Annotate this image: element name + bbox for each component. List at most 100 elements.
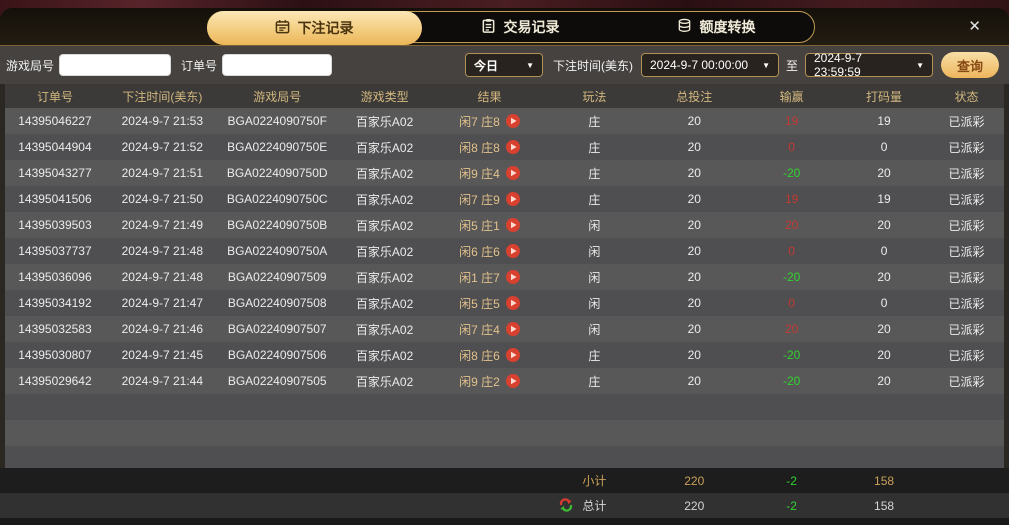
- play-type-cell: 闲: [588, 322, 601, 337]
- play-icon[interactable]: [505, 374, 520, 388]
- winloss-cell: 0: [788, 140, 795, 154]
- turnover-cell: 19: [877, 192, 891, 206]
- turnover-cell: 20: [877, 374, 891, 388]
- bet-time-cell: 2024-9-7 21:51: [121, 166, 204, 180]
- turnover-cell: 0: [880, 296, 888, 310]
- game-round-cell: BGA0224090750D: [226, 166, 328, 180]
- game-round-cell: BGA02240907505: [227, 374, 327, 388]
- bet-time-cell: 2024-9-7 21:52: [121, 140, 204, 154]
- order-id-cell: 14395030807: [18, 348, 92, 362]
- query-button[interactable]: 查询: [941, 52, 999, 78]
- winloss-cell: 19: [784, 114, 799, 128]
- play-type-cell: 庄: [588, 374, 601, 389]
- game-round-cell: BGA0224090750F: [227, 114, 327, 128]
- turnover-cell: 0: [880, 140, 888, 154]
- table-row: 14395037737 2024-9-7 21:48 BGA0224090750…: [5, 238, 1004, 264]
- play-icon[interactable]: [505, 348, 520, 362]
- game-round-cell: BGA02240907506: [227, 348, 327, 362]
- play-type-cell: 闲: [588, 218, 601, 233]
- turnover-cell: 20: [877, 218, 891, 232]
- subtotal-turnover: 158: [874, 473, 895, 488]
- to-label: 至: [785, 58, 798, 73]
- total-bet-cell: 20: [687, 140, 701, 154]
- bet-time-cell: 2024-9-7 21:44: [121, 374, 204, 388]
- table-row: 14395041506 2024-9-7 21:50 BGA0224090750…: [5, 186, 1004, 212]
- bet-time-cell: 2024-9-7 21:48: [121, 244, 204, 258]
- winloss-cell: -20: [782, 270, 801, 284]
- status-cell: 已派彩: [948, 140, 985, 155]
- status-cell: 已派彩: [948, 244, 985, 259]
- game-round-cell: BGA0224090750A: [227, 244, 328, 258]
- table-empty-area: [5, 394, 1004, 468]
- result-cell: 闲9 庄4: [435, 160, 545, 186]
- tab-label: 额度转换: [699, 19, 756, 35]
- date-from-value: 2024-9-7 00:00:00: [649, 58, 749, 72]
- play-type-cell: 庄: [588, 192, 601, 207]
- game-type-cell: 百家乐A02: [355, 348, 414, 363]
- play-type-cell: 闲: [588, 244, 601, 259]
- date-from-picker[interactable]: 2024-9-7 00:00:00 ▼: [640, 53, 779, 77]
- tab-transaction-records[interactable]: 交易记录: [422, 12, 619, 42]
- total-bet-cell: 20: [687, 348, 701, 362]
- col-header-play: 玩法: [582, 89, 607, 104]
- date-to-picker[interactable]: 2024-9-7 23:59:59 ▼: [805, 51, 933, 79]
- chevron-down-icon: ▼: [916, 60, 924, 70]
- order-id-cell: 14395043277: [18, 166, 92, 180]
- bet-time-cell: 2024-9-7 21:47: [121, 296, 204, 310]
- play-icon[interactable]: [505, 296, 520, 310]
- status-cell: 已派彩: [948, 374, 985, 389]
- total-row: 总计 220 -2 158: [0, 493, 1009, 518]
- tab-betting-records[interactable]: 下注记录: [207, 11, 422, 45]
- table-row: 14395046227 2024-9-7 21:53 BGA0224090750…: [5, 108, 1004, 134]
- tab-bar: 下注记录 交易记录 额度转换 ✕: [0, 8, 1009, 46]
- table-row: 14395039503 2024-9-7 21:49 BGA0224090750…: [5, 212, 1004, 238]
- subtotal-label: 小计: [582, 474, 607, 488]
- play-icon[interactable]: [505, 140, 520, 154]
- play-icon[interactable]: [505, 322, 520, 336]
- order-no-input[interactable]: [222, 54, 333, 76]
- game-round-input[interactable]: [59, 54, 172, 76]
- play-type-cell: 庄: [588, 140, 601, 155]
- col-header-result: 结果: [477, 89, 502, 104]
- result-cell: 闲8 庄8: [435, 134, 545, 160]
- winloss-cell: -20: [782, 166, 801, 180]
- result-text: 闲9 庄4: [459, 166, 500, 181]
- col-header-turnover: 打码量: [866, 89, 903, 104]
- refresh-icon[interactable]: [558, 497, 574, 516]
- play-icon[interactable]: [505, 270, 520, 284]
- bet-time-label: 下注时间(美东): [552, 58, 633, 73]
- chevron-down-icon: ▼: [526, 60, 534, 70]
- result-cell: 闲9 庄2: [435, 368, 545, 394]
- subtotal-winloss: -2: [786, 473, 797, 488]
- play-icon[interactable]: [505, 114, 520, 128]
- play-icon[interactable]: [505, 166, 520, 180]
- turnover-cell: 20: [877, 270, 891, 284]
- game-round-cell: BGA02240907508: [227, 296, 327, 310]
- total-bet-cell: 20: [687, 322, 701, 336]
- play-icon[interactable]: [505, 192, 520, 206]
- winloss-cell: -20: [782, 348, 801, 362]
- game-round-cell: BGA02240907509: [227, 270, 327, 284]
- col-header-time: 下注时间(美东): [122, 89, 203, 104]
- result-cell: 闲8 庄6: [435, 342, 545, 368]
- close-icon[interactable]: ✕: [968, 18, 981, 35]
- winloss-cell: 20: [784, 322, 799, 336]
- play-icon[interactable]: [505, 218, 520, 232]
- game-type-cell: 百家乐A02: [355, 140, 414, 155]
- total-bet: 220: [684, 498, 705, 513]
- result-text: 闲5 庄1: [459, 218, 500, 233]
- calendar-icon: [275, 19, 290, 37]
- game-type-cell: 百家乐A02: [355, 114, 414, 129]
- date-preset-select[interactable]: 今日 ▼: [464, 53, 543, 77]
- game-type-cell: 百家乐A02: [355, 166, 414, 181]
- game-type-cell: 百家乐A02: [355, 218, 414, 233]
- play-type-cell: 闲: [588, 296, 601, 311]
- play-icon[interactable]: [505, 244, 520, 258]
- table-header-row: 订单号 下注时间(美东) 游戏局号 游戏类型 结果 玩法 总投注 输赢 打码量 …: [5, 84, 1004, 108]
- result-cell: 闲6 庄6: [435, 238, 545, 264]
- bet-time-cell: 2024-9-7 21:49: [121, 218, 204, 232]
- order-id-cell: 14395036096: [18, 270, 92, 284]
- tab-credit-conversion[interactable]: 额度转换: [619, 12, 814, 42]
- result-cell: 闲7 庄9: [435, 186, 545, 212]
- game-type-cell: 百家乐A02: [355, 322, 414, 337]
